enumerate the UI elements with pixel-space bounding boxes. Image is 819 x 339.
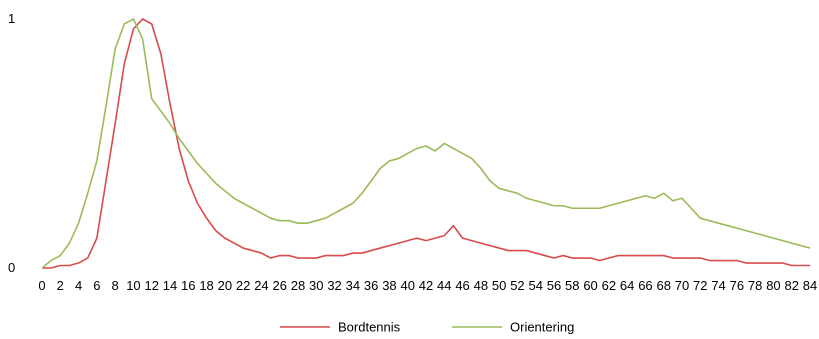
x-tick-label: 78 xyxy=(748,278,762,293)
x-tick-label: 16 xyxy=(181,278,195,293)
x-tick-label: 4 xyxy=(75,278,82,293)
series-lines xyxy=(41,18,811,269)
x-tick-label: 76 xyxy=(730,278,744,293)
x-tick-label: 52 xyxy=(510,278,524,293)
y-tick-label: 0 xyxy=(8,260,15,275)
x-tick-label: 82 xyxy=(784,278,798,293)
x-tick-label: 30 xyxy=(309,278,323,293)
legend-label-bordtennis: Bordtennis xyxy=(338,320,401,335)
x-tick-label: 34 xyxy=(346,278,360,293)
x-tick-label: 62 xyxy=(602,278,616,293)
x-tick-label: 70 xyxy=(675,278,689,293)
x-tick-label: 18 xyxy=(199,278,213,293)
x-tick-label: 46 xyxy=(455,278,469,293)
x-tick-label: 68 xyxy=(656,278,670,293)
x-tick-label: 50 xyxy=(492,278,506,293)
x-tick-label: 54 xyxy=(528,278,542,293)
x-tick-label: 48 xyxy=(474,278,488,293)
series-line-orientering xyxy=(41,18,811,269)
x-tick-label: 58 xyxy=(565,278,579,293)
x-tick-label: 40 xyxy=(400,278,414,293)
x-tick-label: 20 xyxy=(218,278,232,293)
legend-label-orientering: Orientering xyxy=(510,320,574,335)
y-axis-ticks: 01 xyxy=(8,11,15,275)
x-tick-label: 66 xyxy=(638,278,652,293)
x-tick-label: 72 xyxy=(693,278,707,293)
x-tick-label: 26 xyxy=(272,278,286,293)
x-tick-label: 84 xyxy=(803,278,817,293)
x-tick-label: 28 xyxy=(291,278,305,293)
x-tick-label: 44 xyxy=(437,278,451,293)
x-tick-label: 10 xyxy=(126,278,140,293)
y-tick-label: 1 xyxy=(8,11,15,26)
x-tick-label: 2 xyxy=(57,278,64,293)
x-tick-label: 74 xyxy=(711,278,725,293)
x-tick-label: 0 xyxy=(38,278,45,293)
x-tick-label: 60 xyxy=(583,278,597,293)
x-tick-label: 22 xyxy=(236,278,250,293)
x-tick-label: 24 xyxy=(254,278,268,293)
x-tick-label: 32 xyxy=(327,278,341,293)
x-tick-label: 64 xyxy=(620,278,634,293)
x-tick-label: 8 xyxy=(112,278,119,293)
x-tick-label: 80 xyxy=(766,278,780,293)
x-tick-label: 56 xyxy=(547,278,561,293)
x-axis-ticks: 0 2 4 6 8 10 12 14 16 18 20 22 24 26 28 30 32 34 36 38 40 42 4… xyxy=(38,278,817,293)
x-tick-label: 12 xyxy=(144,278,158,293)
x-tick-label: 14 xyxy=(163,278,177,293)
x-tick-label: 36 xyxy=(364,278,378,293)
series-line-bordtennis xyxy=(42,18,810,269)
legend: Bordtennis Orientering xyxy=(280,320,574,335)
x-tick-label: 42 xyxy=(419,278,433,293)
x-tick-label: 38 xyxy=(382,278,396,293)
x-tick-label: 6 xyxy=(93,278,100,293)
